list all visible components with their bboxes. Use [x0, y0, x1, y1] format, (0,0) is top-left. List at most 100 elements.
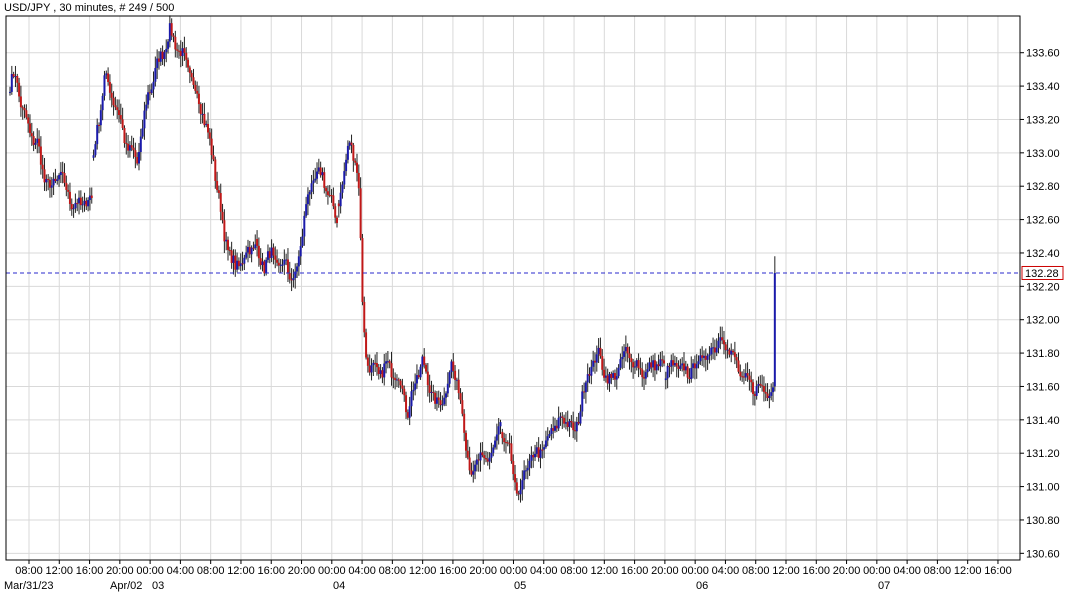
- y-tick-label: 131.20: [1026, 448, 1060, 460]
- candle-up: [292, 278, 295, 281]
- candle-down: [357, 172, 360, 189]
- candle-down: [672, 360, 675, 366]
- x-tick-label: 08:00: [560, 565, 588, 577]
- candle-up: [679, 365, 682, 369]
- candle-down: [603, 369, 606, 378]
- candle-down: [136, 157, 139, 164]
- candle-down: [276, 259, 279, 263]
- x-date-label: 03: [152, 580, 164, 592]
- candle-down: [212, 155, 215, 160]
- candle-up: [621, 356, 624, 360]
- candle-down: [452, 361, 455, 371]
- candle-down: [256, 238, 259, 246]
- candle-up: [297, 256, 300, 267]
- y-tick-label: 133.60: [1026, 48, 1060, 60]
- candle-down: [18, 82, 21, 97]
- y-tick-label: 132.20: [1026, 281, 1060, 293]
- candle-up: [372, 362, 375, 366]
- candle-down: [263, 261, 266, 274]
- y-tick-label: 130.80: [1026, 515, 1060, 527]
- candle-up: [495, 434, 498, 441]
- candle-down: [365, 332, 368, 358]
- candle-down: [286, 259, 289, 273]
- candle-up: [414, 383, 417, 390]
- candle-up: [770, 392, 773, 396]
- candle-down: [47, 178, 50, 180]
- candle-down: [354, 160, 357, 163]
- candle-down: [517, 493, 520, 495]
- candle-down: [79, 197, 82, 206]
- candle-down: [728, 349, 731, 355]
- candle-up: [312, 180, 315, 184]
- candle-up: [163, 52, 166, 60]
- candle-up: [559, 416, 562, 418]
- candle-up: [34, 142, 37, 145]
- x-tick-label: 08:00: [197, 565, 225, 577]
- candle-up: [644, 372, 647, 379]
- x-tick-label: 04:00: [348, 565, 376, 577]
- candle-down: [552, 428, 555, 431]
- candle-down: [210, 138, 213, 156]
- candle-down: [110, 92, 113, 98]
- current-price-box: 132.28: [1021, 265, 1064, 280]
- candle-down: [259, 258, 262, 266]
- candle-down: [748, 375, 751, 380]
- candle-down: [439, 400, 442, 406]
- candle-up: [232, 255, 235, 263]
- candle-up: [592, 360, 595, 367]
- candle-up: [490, 452, 493, 458]
- candle-down: [628, 353, 631, 359]
- candle-down: [30, 133, 33, 137]
- x-tick-label: 12:00: [954, 565, 982, 577]
- candle-up: [604, 375, 607, 378]
- candle-up: [579, 411, 582, 424]
- candle-up: [74, 202, 77, 209]
- candle-down: [216, 180, 219, 191]
- candle-down: [613, 373, 616, 380]
- candle-down: [223, 220, 226, 242]
- candle-up: [415, 375, 418, 384]
- x-tick-label: 04:00: [893, 565, 921, 577]
- candle-up: [96, 124, 99, 145]
- candle-up: [383, 363, 386, 378]
- candle-down: [561, 416, 564, 418]
- x-tick-label: 16:00: [621, 565, 649, 577]
- candle-down: [466, 450, 469, 458]
- candle-up: [455, 379, 458, 381]
- candle-down: [130, 145, 133, 148]
- x-tick-label: 08:00: [742, 565, 770, 577]
- candle-down: [688, 377, 691, 380]
- candle-down: [230, 250, 233, 263]
- candle-up: [521, 480, 524, 490]
- candle-up: [386, 361, 389, 363]
- candle-down: [508, 443, 511, 445]
- y-tick-label: 130.60: [1026, 548, 1060, 560]
- x-tick-label: 04:00: [530, 565, 558, 577]
- candle-down: [599, 347, 602, 357]
- candle-up: [105, 73, 108, 76]
- candle-up: [52, 178, 55, 186]
- candle-down: [118, 110, 121, 116]
- candle-up: [419, 366, 422, 378]
- candle-up: [154, 67, 157, 82]
- candle-down: [325, 187, 328, 192]
- x-tick-label: 08:00: [15, 565, 43, 577]
- candle-up: [633, 366, 636, 368]
- candle-up: [568, 420, 571, 427]
- candle-up: [706, 355, 709, 360]
- candle-down: [174, 36, 177, 50]
- candle-down: [657, 364, 660, 367]
- candle-up: [341, 184, 344, 193]
- candle-down: [759, 383, 762, 386]
- candle-down: [468, 457, 471, 471]
- candle-up: [773, 272, 776, 387]
- candle-up: [697, 361, 700, 365]
- candle-up: [492, 447, 495, 453]
- candle-down: [241, 263, 244, 265]
- candle-up: [370, 365, 373, 373]
- candle-down: [334, 206, 337, 218]
- candle-up: [45, 178, 48, 183]
- candle-down: [626, 346, 629, 354]
- candle-down: [752, 382, 755, 394]
